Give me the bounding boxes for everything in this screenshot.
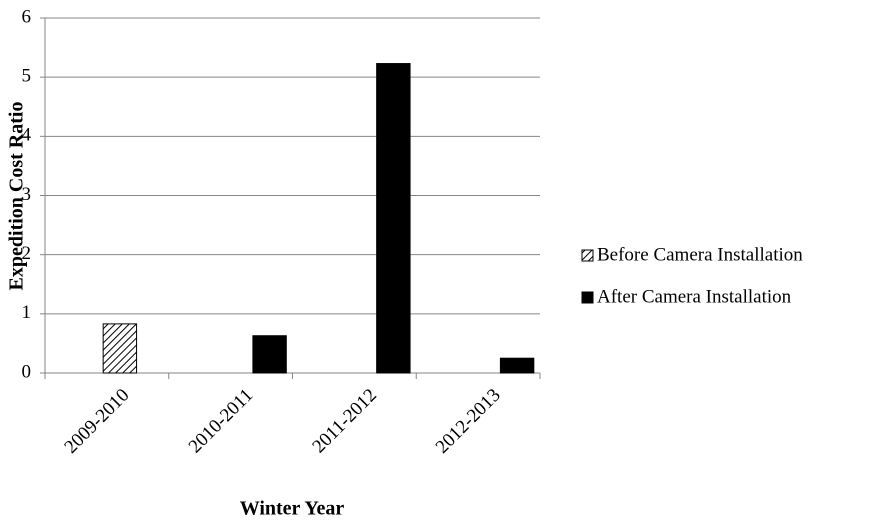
bar <box>252 335 287 374</box>
legend-swatch <box>581 249 594 262</box>
legend-label: Before Camera Installation <box>597 244 803 265</box>
x-axis-title: Winter Year <box>240 498 345 520</box>
y-tick-label: 4 <box>22 125 32 146</box>
bar <box>376 63 411 374</box>
x-tick-label: 2010-2011 <box>185 385 258 458</box>
y-tick-label: 6 <box>22 6 32 27</box>
y-tick-label: 5 <box>22 66 32 87</box>
legend-swatch <box>581 291 594 304</box>
x-tick-label: 2012-2013 <box>432 385 505 458</box>
y-tick-label: 2 <box>22 243 32 264</box>
y-axis-title: Expedition Cost Ratio <box>6 102 28 291</box>
bar <box>102 323 138 374</box>
y-tick-label: 1 <box>22 302 32 323</box>
x-tick-label: 2011-2012 <box>308 385 381 458</box>
y-tick-label: 0 <box>22 361 32 382</box>
legend-label: After Camera Installation <box>597 286 792 307</box>
bar <box>499 357 535 374</box>
y-tick-label: 3 <box>22 184 32 205</box>
x-tick-label: 2009-2010 <box>60 385 133 458</box>
